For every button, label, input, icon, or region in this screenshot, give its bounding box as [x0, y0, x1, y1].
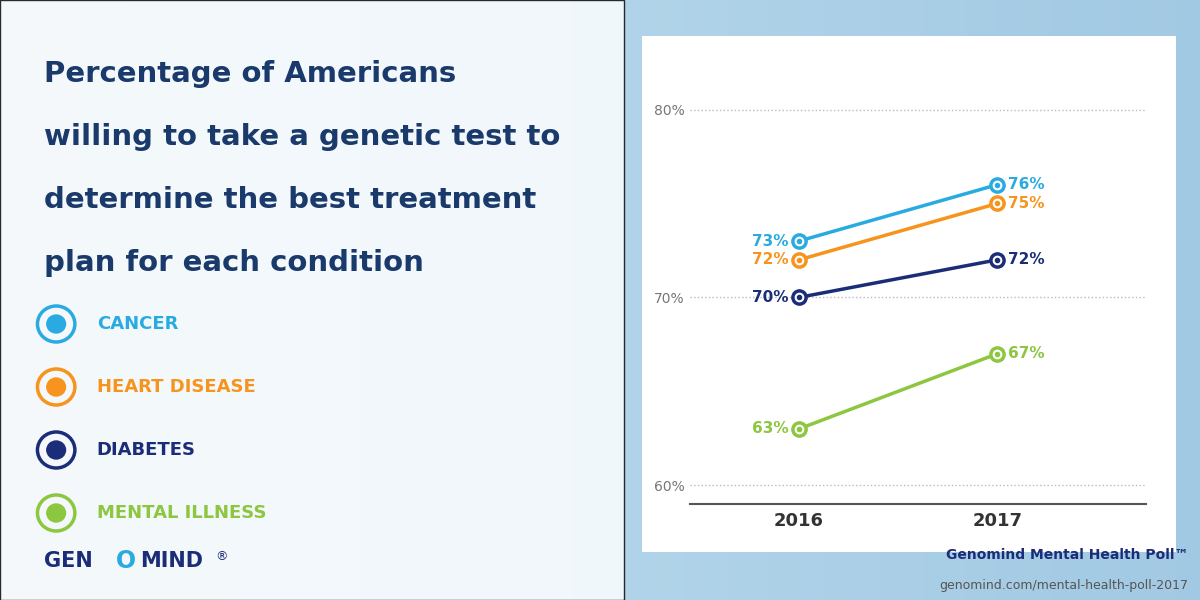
Text: genomind.com/mental-health-poll-2017: genomind.com/mental-health-poll-2017 — [940, 578, 1188, 592]
Text: GEN: GEN — [43, 551, 92, 571]
Text: 63%: 63% — [751, 421, 788, 436]
Text: 70%: 70% — [751, 290, 788, 305]
Circle shape — [47, 504, 66, 522]
Text: HEART DISEASE: HEART DISEASE — [97, 378, 256, 396]
Text: Percentage of Americans: Percentage of Americans — [43, 60, 456, 88]
Text: plan for each condition: plan for each condition — [43, 249, 424, 277]
Text: CANCER: CANCER — [97, 315, 178, 333]
Text: Genomind Mental Health Poll™: Genomind Mental Health Poll™ — [946, 548, 1188, 562]
Text: 72%: 72% — [751, 253, 788, 268]
Text: MIND: MIND — [140, 551, 204, 571]
Text: MENTAL ILLNESS: MENTAL ILLNESS — [97, 504, 266, 522]
Text: 67%: 67% — [1008, 346, 1045, 361]
Text: 73%: 73% — [751, 233, 788, 248]
Text: 72%: 72% — [1008, 253, 1045, 268]
Text: O: O — [115, 549, 136, 573]
FancyBboxPatch shape — [0, 0, 624, 600]
Circle shape — [47, 315, 66, 333]
Circle shape — [47, 378, 66, 396]
Text: DIABETES: DIABETES — [97, 441, 196, 459]
Text: willing to take a genetic test to: willing to take a genetic test to — [43, 123, 560, 151]
Text: ®: ® — [215, 550, 228, 563]
Text: 76%: 76% — [1008, 177, 1045, 192]
FancyBboxPatch shape — [631, 26, 1187, 562]
Text: 75%: 75% — [1008, 196, 1045, 211]
Text: determine the best treatment: determine the best treatment — [43, 186, 536, 214]
Circle shape — [47, 441, 66, 459]
